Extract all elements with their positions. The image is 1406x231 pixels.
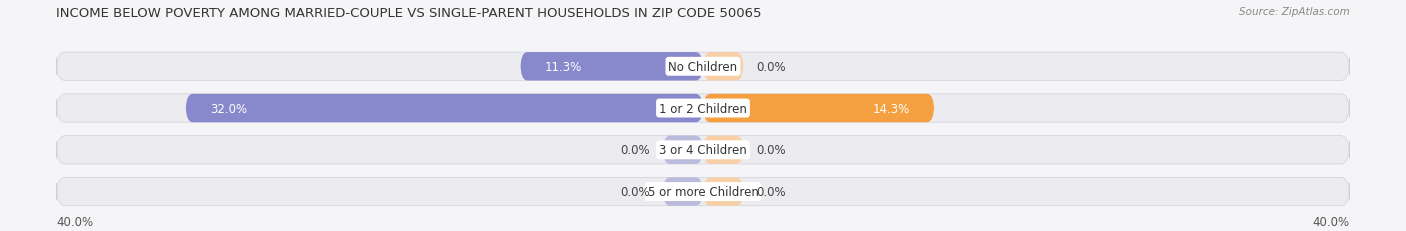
- FancyBboxPatch shape: [56, 178, 1350, 206]
- Text: 32.0%: 32.0%: [209, 102, 247, 115]
- Text: 3 or 4 Children: 3 or 4 Children: [659, 144, 747, 157]
- Text: 40.0%: 40.0%: [56, 215, 93, 228]
- Text: INCOME BELOW POVERTY AMONG MARRIED-COUPLE VS SINGLE-PARENT HOUSEHOLDS IN ZIP COD: INCOME BELOW POVERTY AMONG MARRIED-COUPL…: [56, 7, 762, 20]
- FancyBboxPatch shape: [56, 53, 1350, 81]
- Text: 0.0%: 0.0%: [756, 185, 786, 198]
- FancyBboxPatch shape: [703, 94, 934, 123]
- FancyBboxPatch shape: [520, 53, 703, 81]
- Text: 1 or 2 Children: 1 or 2 Children: [659, 102, 747, 115]
- Text: 0.0%: 0.0%: [756, 144, 786, 157]
- Text: 0.0%: 0.0%: [620, 185, 650, 198]
- FancyBboxPatch shape: [703, 136, 744, 164]
- Text: 0.0%: 0.0%: [620, 144, 650, 157]
- Text: 5 or more Children: 5 or more Children: [648, 185, 758, 198]
- FancyBboxPatch shape: [662, 136, 703, 164]
- Text: No Children: No Children: [668, 61, 738, 73]
- FancyBboxPatch shape: [56, 94, 1350, 123]
- FancyBboxPatch shape: [56, 136, 1350, 164]
- Text: 14.3%: 14.3%: [873, 102, 910, 115]
- FancyBboxPatch shape: [703, 53, 744, 81]
- Text: 0.0%: 0.0%: [756, 61, 786, 73]
- FancyBboxPatch shape: [186, 94, 703, 123]
- Text: Source: ZipAtlas.com: Source: ZipAtlas.com: [1239, 7, 1350, 17]
- FancyBboxPatch shape: [703, 178, 744, 206]
- Text: 40.0%: 40.0%: [1313, 215, 1350, 228]
- Text: 11.3%: 11.3%: [544, 61, 582, 73]
- FancyBboxPatch shape: [662, 178, 703, 206]
